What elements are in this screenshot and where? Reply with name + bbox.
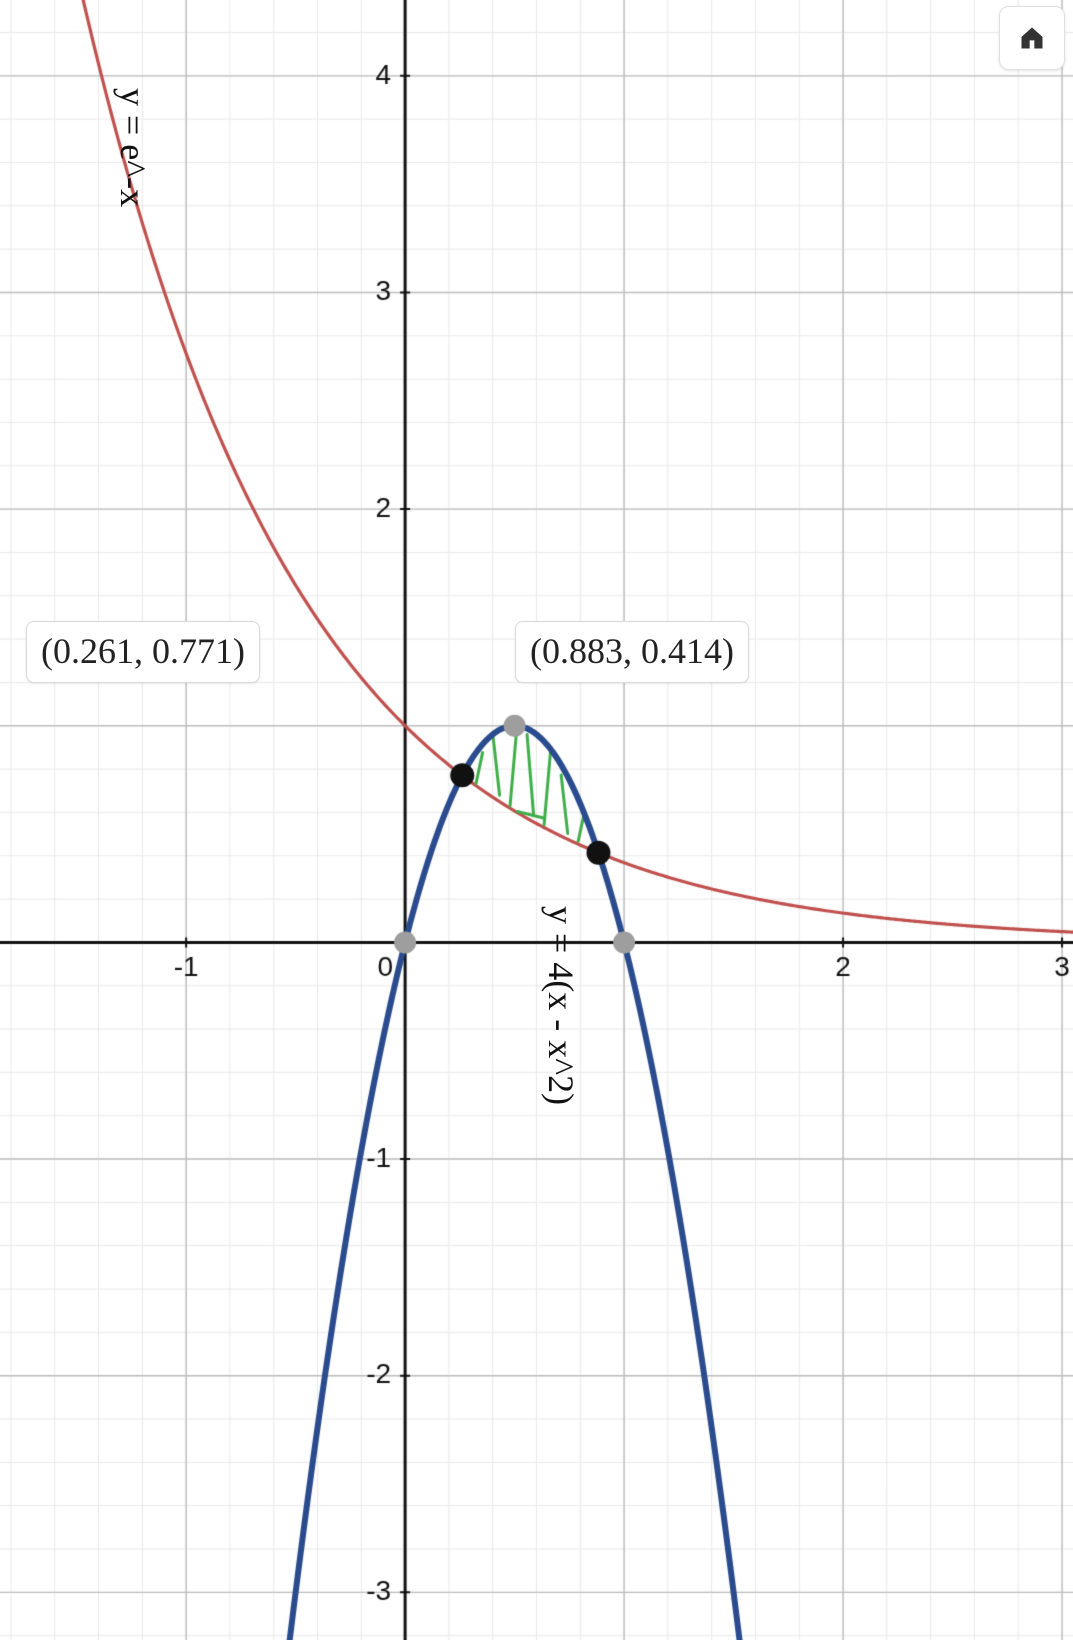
home-icon xyxy=(1017,24,1047,52)
graph-canvas xyxy=(0,0,1073,1640)
intersection-label-right: (0.883, 0.414) xyxy=(515,621,749,683)
curve-label-parabola: y = 4(x - x^2) xyxy=(540,906,582,1105)
home-button[interactable] xyxy=(999,6,1065,70)
curve-label-exp: y = e^-x xyxy=(112,88,154,207)
intersection-label-left: (0.261, 0.771) xyxy=(26,621,260,683)
